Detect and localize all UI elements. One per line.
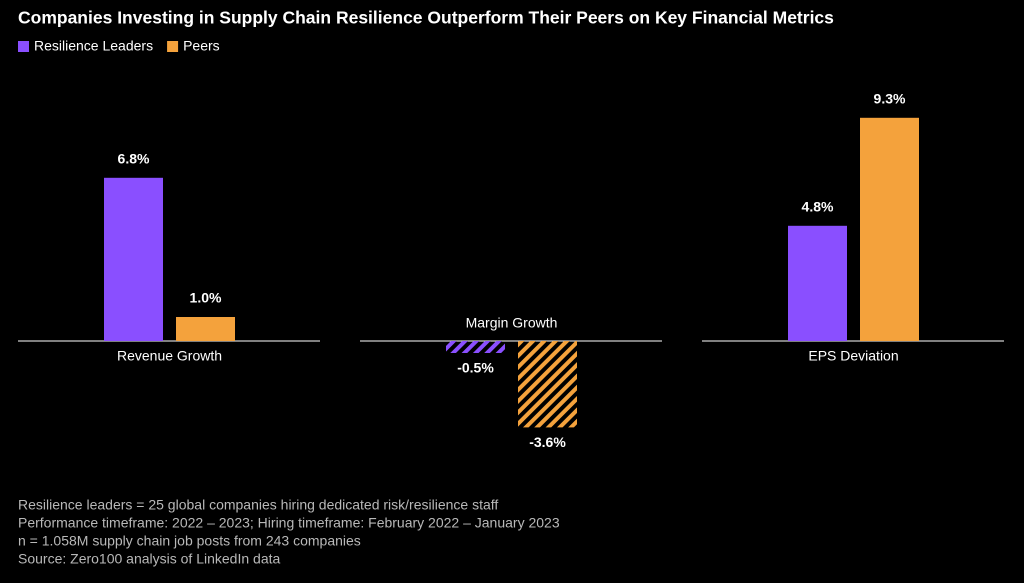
footnote: n = 1.058M supply chain job posts from 2… [18,533,361,549]
footnote: Performance timeframe: 2022 – 2023; Hiri… [18,515,560,531]
bar [860,117,919,341]
chart-title: Companies Investing in Supply Chain Resi… [18,8,834,28]
legend-label: Resilience Leaders [34,38,153,54]
category-label: Margin Growth [466,315,558,331]
value-label: -0.5% [457,360,494,376]
legend-swatch [167,41,179,52]
value-label: -3.6% [529,434,566,450]
bar [104,177,163,341]
bar [176,317,235,341]
bar [518,341,577,428]
category-label: Revenue Growth [117,348,222,364]
footnote: Source: Zero100 analysis of LinkedIn dat… [18,551,280,567]
footnote: Resilience leaders = 25 global companies… [18,497,498,513]
category-label: EPS Deviation [808,348,898,364]
legend-label: Peers [183,38,220,54]
value-label: 4.8% [802,199,834,215]
value-label: 9.3% [874,91,906,107]
value-label: 1.0% [190,290,222,306]
legend-swatch [18,41,29,52]
value-label: 6.8% [118,151,150,167]
bar [788,225,847,341]
bar [446,341,505,353]
